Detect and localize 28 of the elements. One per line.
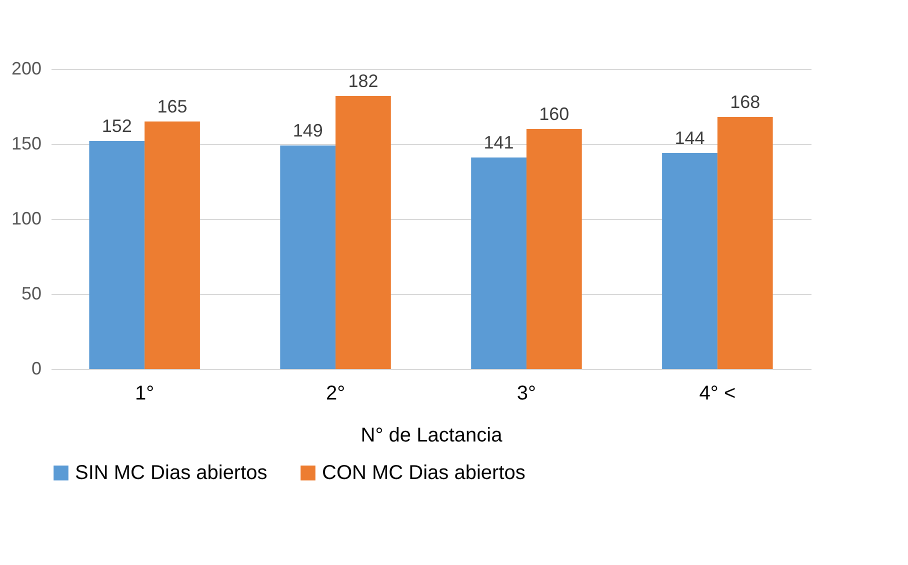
data-label: 149 — [292, 120, 323, 140]
y-tick-label: 150 — [11, 134, 42, 154]
y-tick-label: 0 — [31, 358, 42, 378]
y-tick-label: 50 — [21, 284, 42, 304]
y-tick-label: 200 — [11, 58, 42, 78]
bar — [662, 153, 718, 369]
data-label: 165 — [157, 96, 188, 116]
bar — [717, 117, 773, 369]
x-tick-label: 2° — [326, 382, 346, 404]
data-label: 144 — [674, 128, 705, 148]
data-label: 182 — [348, 71, 378, 91]
data-label: 168 — [730, 92, 760, 112]
x-tick-label: 1° — [135, 382, 154, 404]
x-axis-title: N° de Lactancia — [360, 424, 504, 446]
x-tick-label: 3° — [516, 382, 536, 404]
data-label: 160 — [539, 104, 570, 124]
legend-label: CON MC Dias abiertos — [322, 462, 526, 484]
data-label: 141 — [484, 132, 514, 152]
y-tick-label: 100 — [11, 208, 42, 228]
data-label: 152 — [102, 116, 132, 136]
bar — [89, 141, 145, 369]
bar — [526, 129, 582, 369]
x-tick-label: 4° < — [699, 382, 736, 404]
bar — [144, 122, 200, 369]
bar — [280, 146, 336, 369]
bar — [471, 158, 526, 369]
bar — [336, 96, 391, 369]
legend-label: SIN MC Dias abiertos — [75, 462, 268, 484]
